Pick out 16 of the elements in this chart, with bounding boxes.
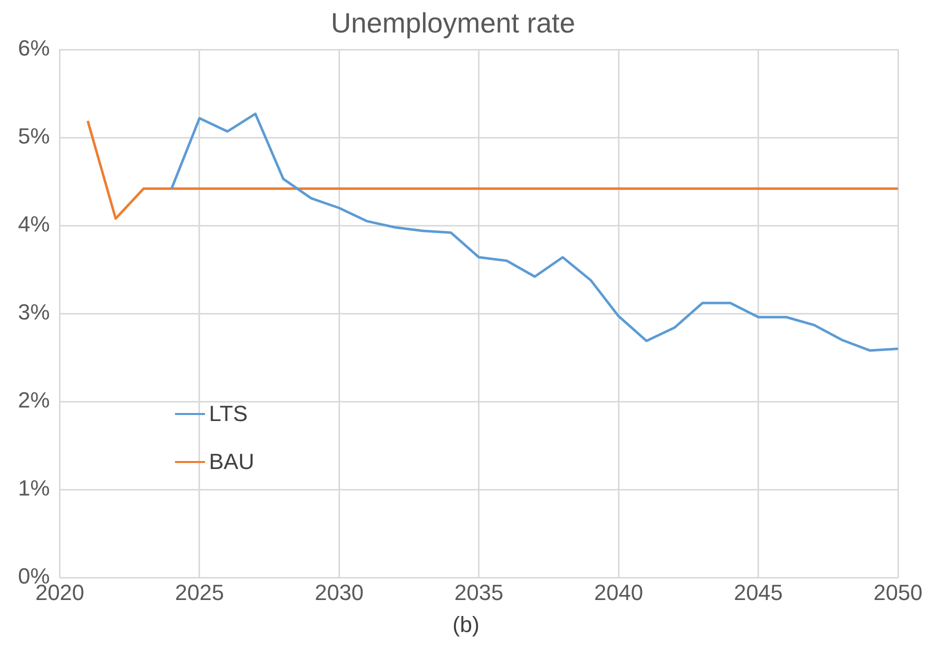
x-tick-label: 2045: [734, 580, 783, 605]
legend-label: BAU: [209, 449, 254, 475]
chart-title: Unemployment rate: [330, 8, 576, 39]
x-tick-label: 2040: [594, 580, 644, 605]
x-tick-label: 2025: [175, 580, 224, 605]
y-tick-label: 3%: [18, 300, 50, 325]
text: (b): [452, 612, 480, 638]
x-tick-label: 2050: [874, 580, 922, 605]
y-tick-label: 2%: [18, 388, 50, 413]
y-tick-label: 5%: [18, 124, 50, 149]
y-tick-label: 4%: [18, 212, 50, 237]
x-tick-label: 2030: [314, 580, 364, 605]
legend-label: LTS: [209, 401, 248, 427]
y-tick-label: 1%: [18, 476, 50, 501]
x-tick-label: 2035: [454, 580, 504, 605]
y-tick-label: 6%: [18, 36, 50, 61]
